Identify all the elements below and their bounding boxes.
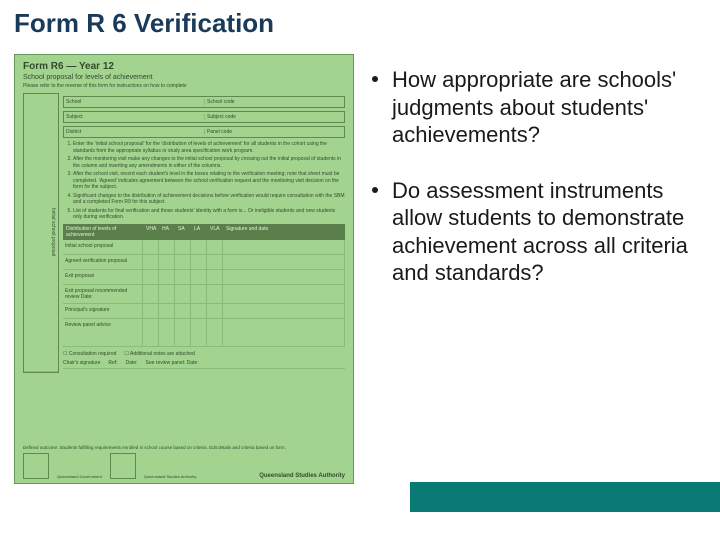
form-subtitle: School proposal for levels of achievemen… xyxy=(23,74,345,81)
table-row: Principal's signature xyxy=(63,304,345,319)
table-row: Review panel advice xyxy=(63,319,345,347)
table-row: Agreed verification proposal xyxy=(63,255,345,270)
bullet-icon xyxy=(372,76,378,82)
subject-row: Subject Subject code xyxy=(63,111,345,123)
qsa-text-small: Queensland Studies Authority xyxy=(144,474,197,479)
bullet-list: How appropriate are schools' judgments a… xyxy=(372,54,706,484)
bullet-item: How appropriate are schools' judgments a… xyxy=(372,66,706,149)
dist-header-band: Distribution of levels of achievement VH… xyxy=(63,224,345,240)
qld-gov-logo xyxy=(23,453,49,479)
bullet-text: Do assessment instruments allow students… xyxy=(392,177,706,287)
form-note: Please refer to the reverse of this form… xyxy=(23,83,345,89)
brand-bar xyxy=(410,482,720,512)
school-row: School School code xyxy=(63,96,345,108)
qld-gov-text: Queensland Government xyxy=(57,474,102,479)
form-header: Form R6 — Year 12 xyxy=(23,61,345,72)
form-rows: Initial school proposal Agreed verificat… xyxy=(63,240,345,347)
table-row: Initial school proposal xyxy=(63,240,345,255)
bullet-icon xyxy=(372,187,378,193)
content-row: Form R6 — Year 12 School proposal for le… xyxy=(14,54,706,484)
form-r6-image: Form R6 — Year 12 School proposal for le… xyxy=(14,54,354,484)
slide-title: Form R 6 Verification xyxy=(14,8,274,39)
district-row: District Panel code xyxy=(63,126,345,138)
form-instructions: Enter the 'initial school proposal' for … xyxy=(63,141,345,221)
qsa-footer-label: Queensland Studies Authority xyxy=(259,473,345,479)
form-lower: ☐ Consultation required ☐ Additional not… xyxy=(63,351,345,369)
qsa-logo-small xyxy=(110,453,136,479)
bullet-item: Do assessment instruments allow students… xyxy=(372,177,706,287)
table-row: Exit proposal recommended review Date: xyxy=(63,285,345,304)
table-row: Exit proposal xyxy=(63,270,345,285)
dist-side-label: Initial school proposal xyxy=(24,94,58,372)
bullet-text: How appropriate are schools' judgments a… xyxy=(392,66,706,149)
form-footer: Defined outcome: Students fulfilling req… xyxy=(23,445,345,479)
